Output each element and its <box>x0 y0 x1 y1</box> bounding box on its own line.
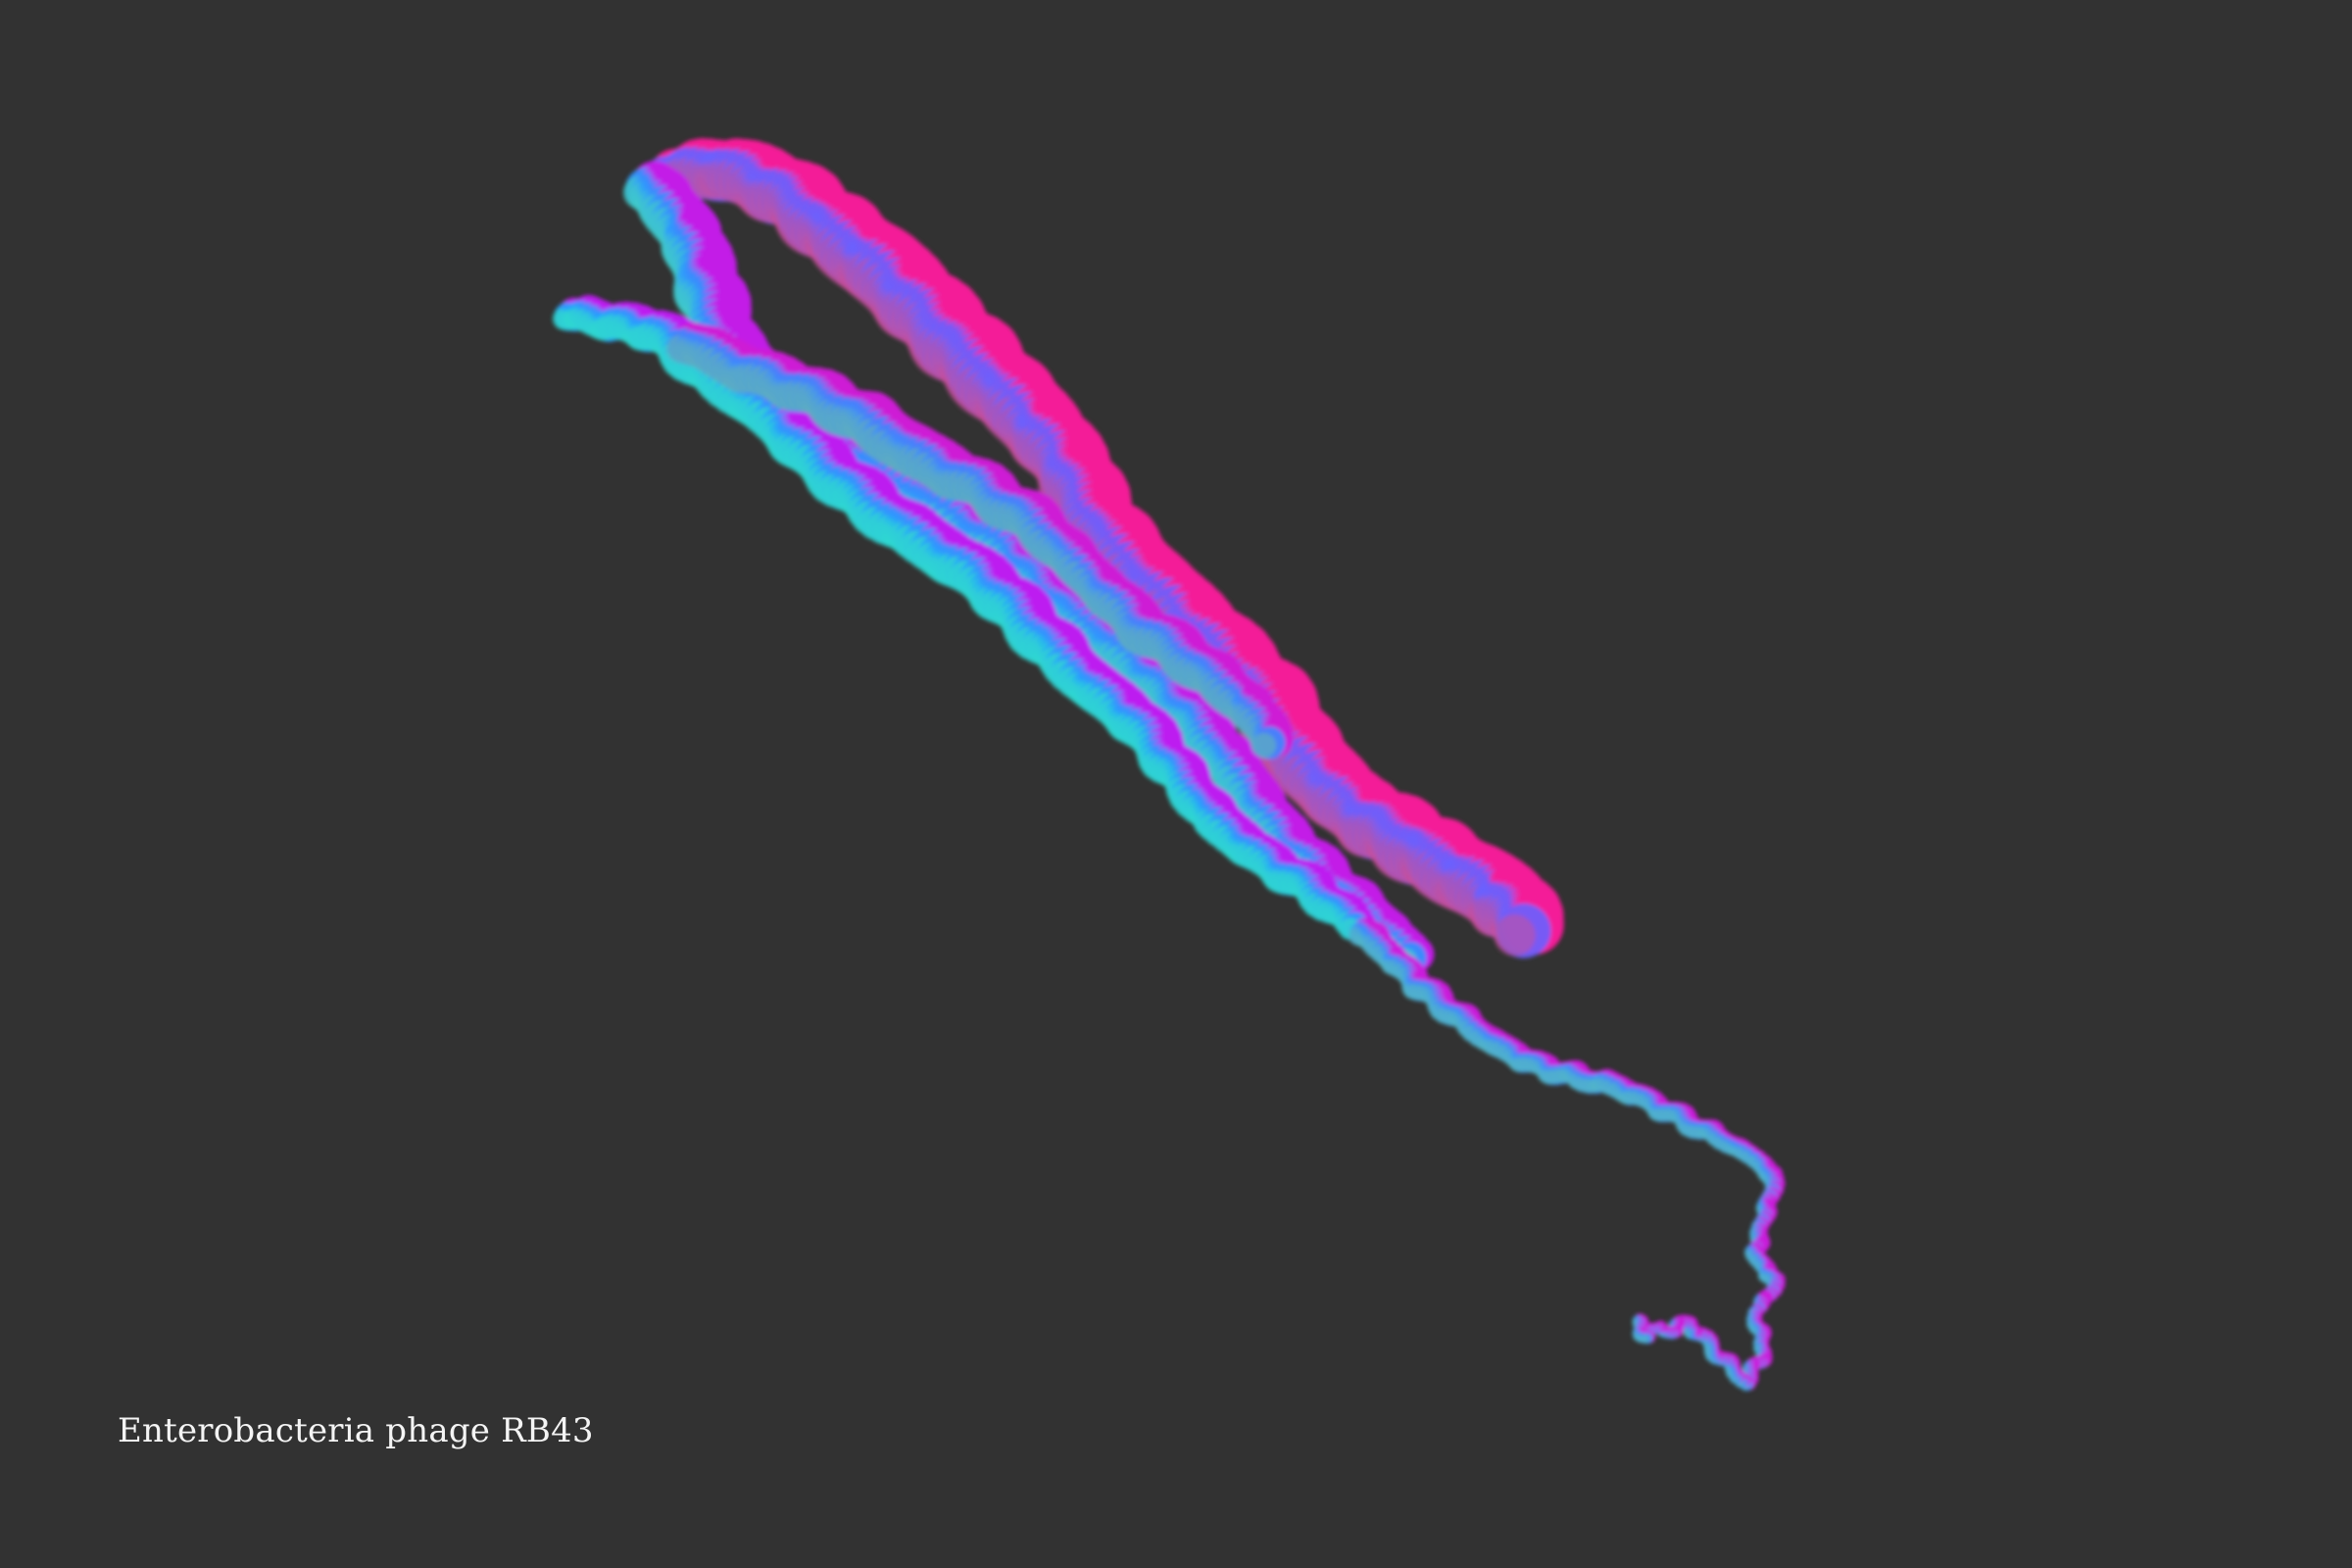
strand-bead-front-839 <box>1642 1335 1650 1344</box>
organism-caption: Enterobacteria phage RB43 <box>118 1411 594 1450</box>
strand-bead-front-619 <box>1250 732 1277 759</box>
strand-bead-front-179 <box>1494 914 1536 956</box>
